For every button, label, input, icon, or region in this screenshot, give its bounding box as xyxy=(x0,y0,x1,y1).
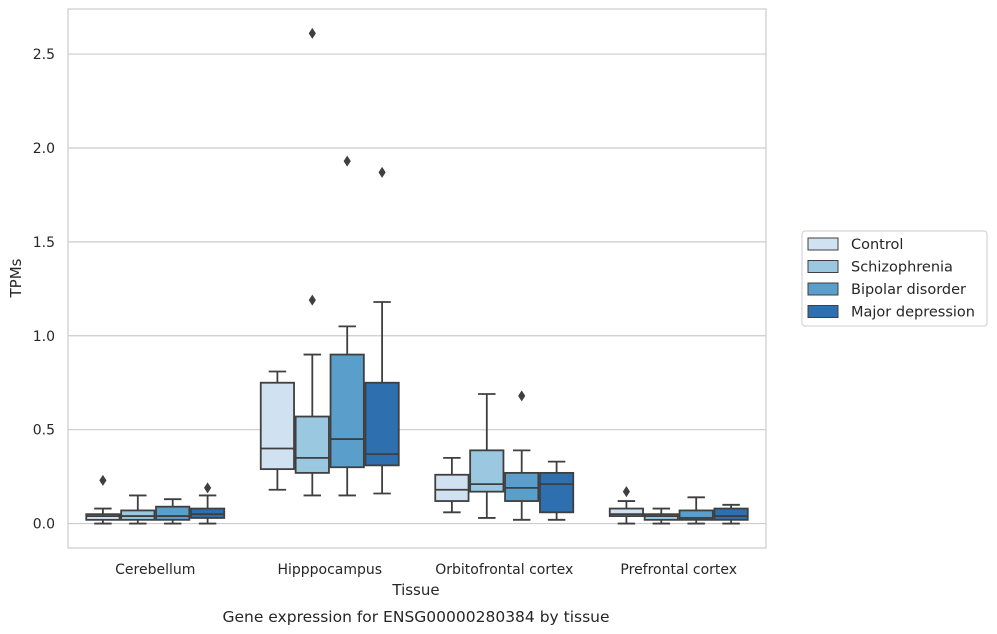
y-tick-label: 1.5 xyxy=(33,235,55,251)
box xyxy=(608,486,644,525)
grid-lines xyxy=(68,53,766,525)
box xyxy=(190,482,226,525)
box xyxy=(120,494,156,525)
box xyxy=(329,155,365,497)
legend-frame xyxy=(801,230,988,327)
box xyxy=(504,390,540,521)
category-group xyxy=(259,27,400,497)
chart-caption: Gene expression for ENSG00000280384 by t… xyxy=(222,608,609,626)
category-group xyxy=(85,474,226,525)
box xyxy=(259,370,295,491)
x-tick-labels: Cerebellum Hipppocampus Orbitofrontal cort… xyxy=(115,562,737,578)
legend-item: Schizophrenia xyxy=(807,260,953,276)
outlier-marker xyxy=(343,155,351,167)
box-body xyxy=(190,507,226,519)
outlier-marker xyxy=(518,390,526,402)
box xyxy=(643,507,679,525)
box xyxy=(434,456,470,514)
x-tick-label: Cerebellum xyxy=(115,562,195,578)
outlier-marker xyxy=(378,166,386,178)
x-axis-label: Tissue xyxy=(391,581,439,599)
plot-frame xyxy=(67,8,767,549)
legend-swatch xyxy=(807,237,839,251)
legend-item: Bipolar disorder xyxy=(807,282,966,298)
legend-item: Major depression xyxy=(807,305,975,321)
y-tick-label: 2.5 xyxy=(33,47,55,63)
box-body xyxy=(504,471,540,502)
outlier-marker xyxy=(308,27,316,39)
outlier-marker xyxy=(308,294,316,306)
box-body xyxy=(85,513,121,521)
box-body xyxy=(643,513,679,521)
box xyxy=(713,503,749,525)
category-group xyxy=(608,486,749,525)
box-body xyxy=(155,505,191,521)
box-body xyxy=(364,381,400,467)
x-tick-label: Prefrontal cortex xyxy=(620,562,737,578)
box-body xyxy=(469,449,505,493)
box-body xyxy=(713,507,749,521)
box xyxy=(469,393,505,519)
y-tick-label: 0.5 xyxy=(33,423,55,439)
box-body xyxy=(434,473,470,502)
legend-label: Bipolar disorder xyxy=(851,282,966,298)
legend-item: Control xyxy=(807,237,903,253)
plot-area xyxy=(68,9,766,548)
box-body xyxy=(539,471,575,514)
box-body xyxy=(294,415,330,474)
box-body xyxy=(329,353,365,469)
legend-label: Schizophrenia xyxy=(851,260,953,276)
x-tick-label: Hipppocampus xyxy=(277,562,382,578)
y-axis-label: TPMs xyxy=(7,258,25,298)
y-tick-labels: 0.0 0.5 1.0 1.5 2.0 2.5 xyxy=(33,47,55,533)
box xyxy=(678,496,714,525)
box xyxy=(539,460,575,521)
x-tick-label: Orbitofrontal cortex xyxy=(435,562,573,578)
box xyxy=(364,166,400,495)
y-tick-label: 0.0 xyxy=(33,517,55,533)
legend-items: Control Schizophrenia Bipolar disorder Majo… xyxy=(807,237,975,321)
legend-swatch xyxy=(807,282,839,296)
y-tick-label: 1.0 xyxy=(33,329,55,345)
legend-swatch xyxy=(807,305,839,318)
box xyxy=(155,498,191,525)
legend: Control Schizophrenia Bipolar disorder Majo… xyxy=(801,230,988,327)
box-body xyxy=(259,381,295,471)
y-tick-label: 2.0 xyxy=(33,141,55,157)
outlier-marker xyxy=(204,482,212,494)
box xyxy=(294,27,330,497)
box-body xyxy=(120,509,156,521)
box-body xyxy=(608,507,644,517)
box-body xyxy=(678,509,714,521)
legend-label: Major depression xyxy=(851,305,975,321)
outlier-marker xyxy=(99,474,107,486)
legend-swatch xyxy=(807,260,839,273)
box-groups xyxy=(85,27,749,525)
legend-label: Control xyxy=(851,237,903,253)
box xyxy=(85,474,121,525)
outlier-marker xyxy=(622,486,630,498)
category-group xyxy=(434,390,575,521)
